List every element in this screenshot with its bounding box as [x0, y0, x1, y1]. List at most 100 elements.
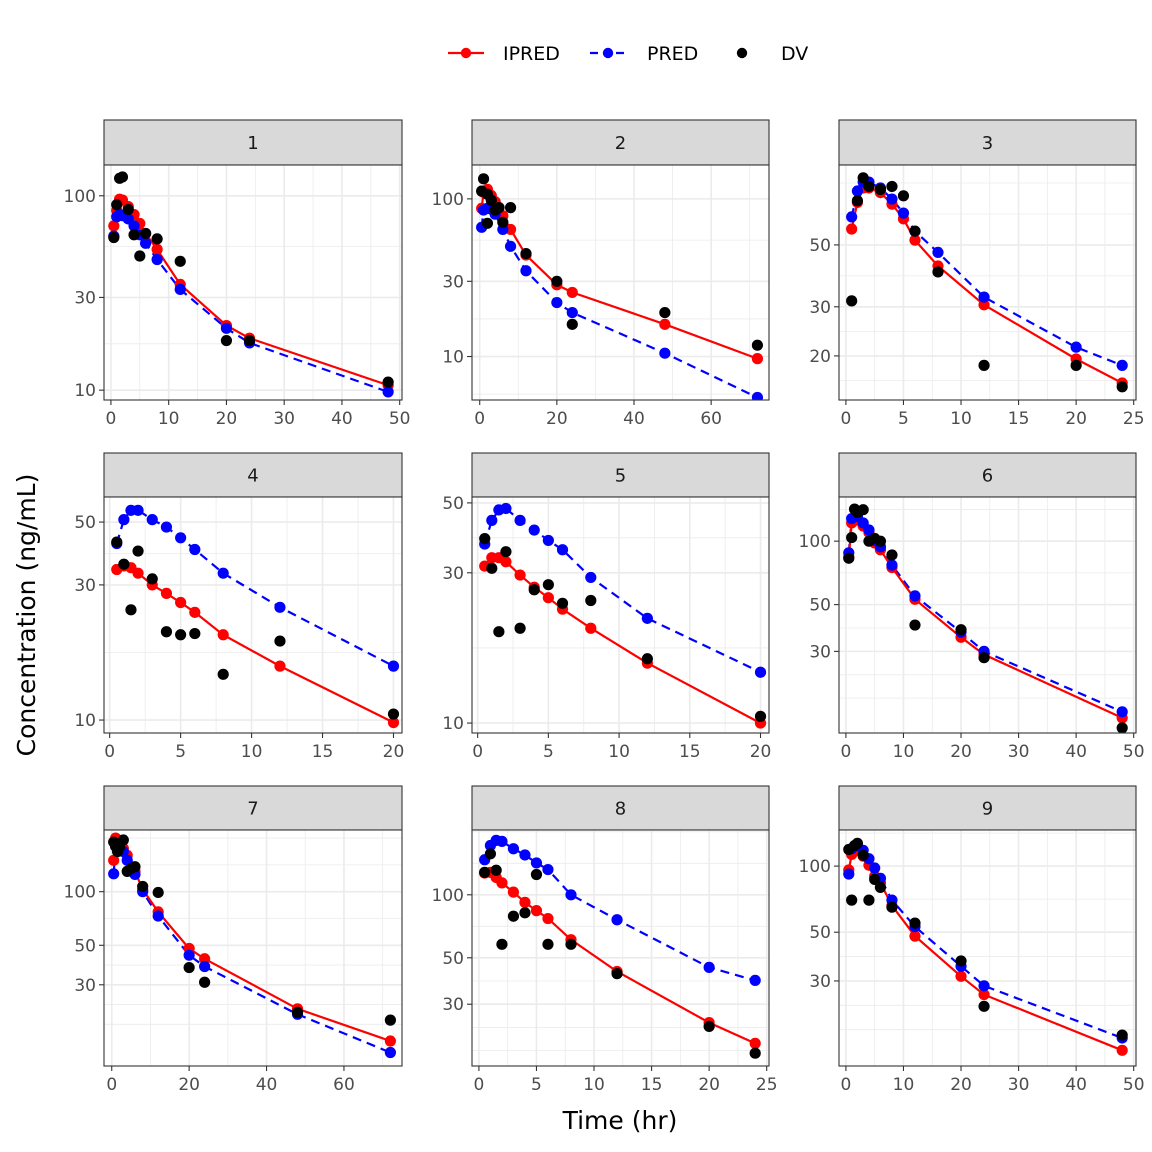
- pred-point: [520, 265, 532, 277]
- panel-background: [472, 497, 769, 733]
- panel-border: [838, 829, 1137, 1067]
- y-axis-title: Concentration (ng/mL): [12, 474, 41, 757]
- dv-point: [514, 622, 526, 634]
- x-tick-label: 30: [1008, 742, 1030, 762]
- dv-point: [585, 594, 597, 607]
- x-tick-label: 20: [216, 409, 238, 429]
- strip-label: 8: [615, 799, 626, 820]
- panel-background: [839, 830, 1136, 1066]
- panel-border: [471, 496, 770, 734]
- x-tick-label: 10: [241, 742, 263, 762]
- dv-point: [1070, 359, 1082, 371]
- data-layer: [843, 837, 1128, 1056]
- pred-point: [909, 590, 921, 602]
- dv-point: [152, 886, 164, 899]
- dv-point: [611, 968, 623, 980]
- ipred-point: [978, 988, 990, 1001]
- ipred-point: [585, 622, 597, 634]
- gridlines: [472, 830, 769, 1066]
- pred-point: [869, 862, 881, 874]
- data-layer: [479, 834, 761, 1059]
- dv-point: [851, 837, 864, 849]
- dv-point: [484, 848, 497, 860]
- dv-point: [551, 275, 563, 287]
- ipred-point: [384, 1035, 396, 1047]
- pred-point: [199, 960, 211, 973]
- strip: [471, 785, 770, 831]
- dv-point: [874, 535, 887, 547]
- dv-point: [659, 306, 671, 319]
- x-tick-label: 5: [531, 1075, 542, 1095]
- pred-point: [751, 391, 764, 400]
- x-tick-label: 30: [1008, 1075, 1030, 1095]
- dv-point: [493, 626, 505, 638]
- y-tick-label: 30: [809, 642, 831, 662]
- x-tick-label: 10: [158, 409, 180, 429]
- panel-6: 6 0 10 20 30 40 50 30 50 100: [799, 452, 1145, 762]
- ipred-point: [199, 953, 211, 965]
- legend-key-point: [460, 47, 472, 59]
- data-layer: [108, 832, 396, 1059]
- dv-point: [556, 597, 569, 609]
- dv-point: [217, 668, 229, 680]
- x-tick-label: 40: [256, 1075, 278, 1095]
- dv-point: [874, 881, 887, 893]
- x-tick-label: 0: [106, 409, 117, 429]
- dv-point: [128, 229, 140, 241]
- strip-label: 3: [982, 133, 993, 154]
- strip-label: 1: [247, 133, 258, 154]
- data-layer: [846, 172, 1128, 393]
- legend-label: DV: [781, 43, 808, 65]
- x-tick-label: 0: [104, 742, 115, 762]
- ipred-point: [387, 716, 400, 729]
- dv-point: [497, 216, 509, 228]
- ipred-point: [217, 629, 229, 641]
- y-tick-label: 10: [74, 711, 96, 731]
- x-tick-label: 60: [700, 409, 722, 429]
- data-layer: [843, 503, 1128, 733]
- pred-point: [486, 514, 498, 526]
- pred-point: [886, 193, 898, 205]
- panel-8: 8 0 5 10 15 20 25 30 50 100: [432, 785, 778, 1095]
- ipred-point: [507, 886, 520, 898]
- legend-label: IPRED: [503, 43, 560, 65]
- x-tick-label: 0: [106, 1075, 117, 1095]
- dv-point: [151, 233, 163, 245]
- pred-point: [160, 521, 173, 533]
- dv-point: [183, 961, 195, 974]
- dv-point: [520, 247, 532, 260]
- x-tick-label: 0: [840, 1075, 851, 1095]
- dv-point: [978, 652, 990, 664]
- x-tick-label: 0: [840, 409, 851, 429]
- panel-border: [471, 164, 770, 401]
- ipred-point: [909, 234, 921, 246]
- y-tick-label: 10: [442, 714, 464, 734]
- x-tick-label: 60: [333, 1075, 355, 1095]
- dv-point: [490, 864, 502, 876]
- ipred-point: [175, 596, 187, 609]
- y-tick-label: 50: [74, 936, 96, 956]
- dv-point: [496, 938, 508, 950]
- dv-point: [139, 227, 152, 240]
- dv-point: [199, 976, 211, 988]
- legend-item-pred: PRED: [590, 43, 698, 65]
- dv-point: [220, 334, 233, 347]
- dv-point: [132, 545, 144, 557]
- dv-point: [481, 217, 494, 229]
- dv-point: [909, 225, 921, 237]
- panel-border: [471, 829, 770, 1067]
- strip: [471, 452, 770, 498]
- dv-point: [291, 1006, 304, 1018]
- y-tick-label: 30: [74, 576, 96, 596]
- x-tick-label: 20: [698, 1075, 720, 1095]
- dv-point: [134, 250, 146, 262]
- dv-point: [566, 318, 578, 330]
- dv-point: [243, 334, 256, 347]
- x-tick-label: 40: [623, 409, 645, 429]
- pred-point: [387, 660, 400, 672]
- pred-point: [274, 601, 286, 613]
- panel-border: [838, 164, 1137, 401]
